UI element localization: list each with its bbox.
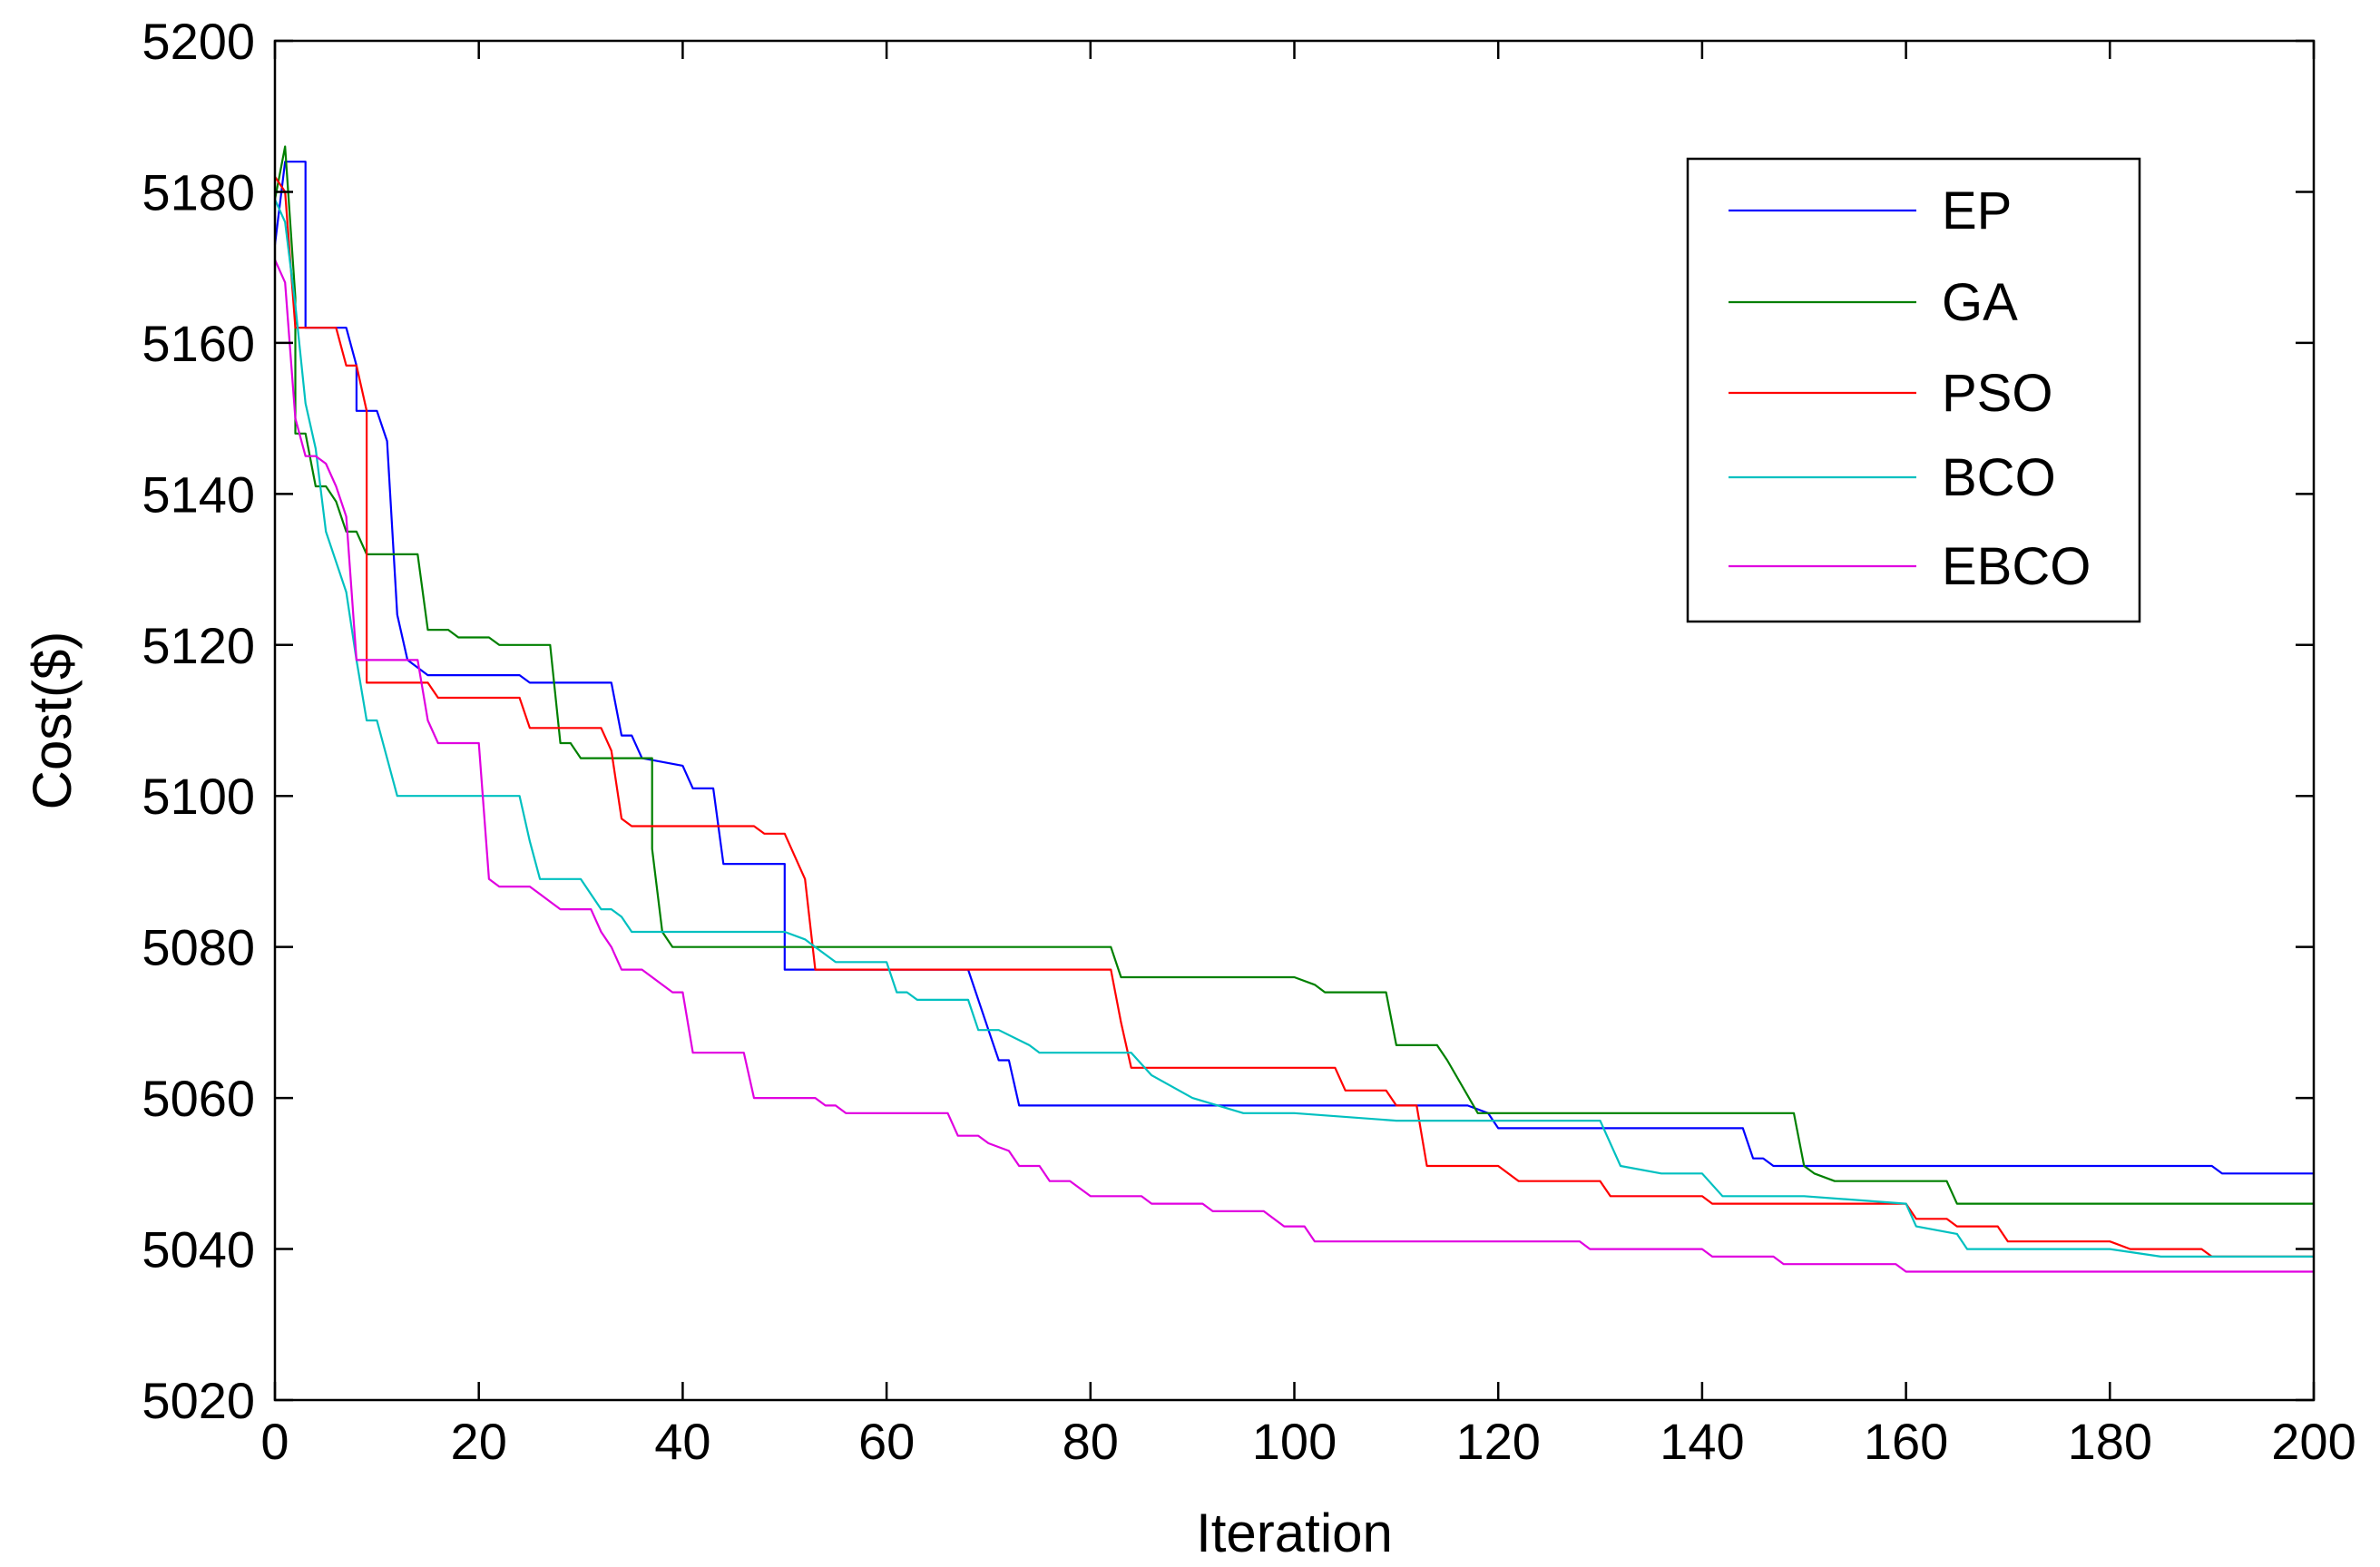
y-tick-label-5060: 5060	[142, 1070, 255, 1127]
x-tick-label-0: 0	[260, 1413, 289, 1470]
y-tick-label-5020: 5020	[142, 1372, 255, 1429]
x-tick-label-160: 160	[1864, 1413, 1948, 1470]
legend: EP GA PSO BCO EBCO	[1686, 157, 2141, 623]
x-tick-label-200: 200	[2271, 1413, 2356, 1470]
series-line-pso	[274, 176, 2314, 1258]
series-layer	[273, 145, 2314, 1273]
x-tick-label-180: 180	[2068, 1413, 2152, 1470]
y-tick-label-5140: 5140	[142, 465, 255, 523]
y-tick-label-5200: 5200	[142, 13, 255, 70]
tick-layer: 0 20 40 60 80 100 120 140 160 180 200 5020 5040 5060 5…	[142, 13, 2356, 1470]
series-line-ep	[273, 161, 2314, 1175]
y-tick-label-5080: 5080	[142, 919, 255, 976]
y-tick-label-5180: 5180	[142, 163, 255, 220]
y-axis-title: Cost($)	[22, 632, 83, 810]
x-tick-label-120: 120	[1455, 1413, 1540, 1470]
legend-label-ep: EP	[1942, 181, 2012, 240]
x-tick-label-20: 20	[451, 1413, 507, 1470]
legend-label-pso: PSO	[1942, 364, 2053, 423]
y-tick-label-5100: 5100	[142, 768, 255, 825]
x-tick-label-40: 40	[654, 1413, 710, 1470]
legend-label-ebco: EBCO	[1942, 537, 2091, 596]
series-line-ebco	[273, 259, 2314, 1273]
x-axis-title: Iteration	[1196, 1503, 1393, 1563]
y-tick-label-5160: 5160	[142, 315, 255, 372]
x-tick-label-80: 80	[1063, 1413, 1119, 1470]
x-tick-label-140: 140	[1660, 1413, 1744, 1470]
legend-label-ga: GA	[1942, 273, 2018, 332]
x-tick-label-60: 60	[858, 1413, 915, 1470]
legend-label-bco: BCO	[1942, 448, 2056, 507]
x-tick-label-100: 100	[1252, 1413, 1337, 1470]
legend-box	[1686, 157, 2141, 623]
y-tick-label-5120: 5120	[142, 617, 255, 674]
y-tick-label-5040: 5040	[142, 1221, 255, 1278]
series-line-bco	[273, 199, 2314, 1258]
series-line-ga	[273, 145, 2314, 1205]
